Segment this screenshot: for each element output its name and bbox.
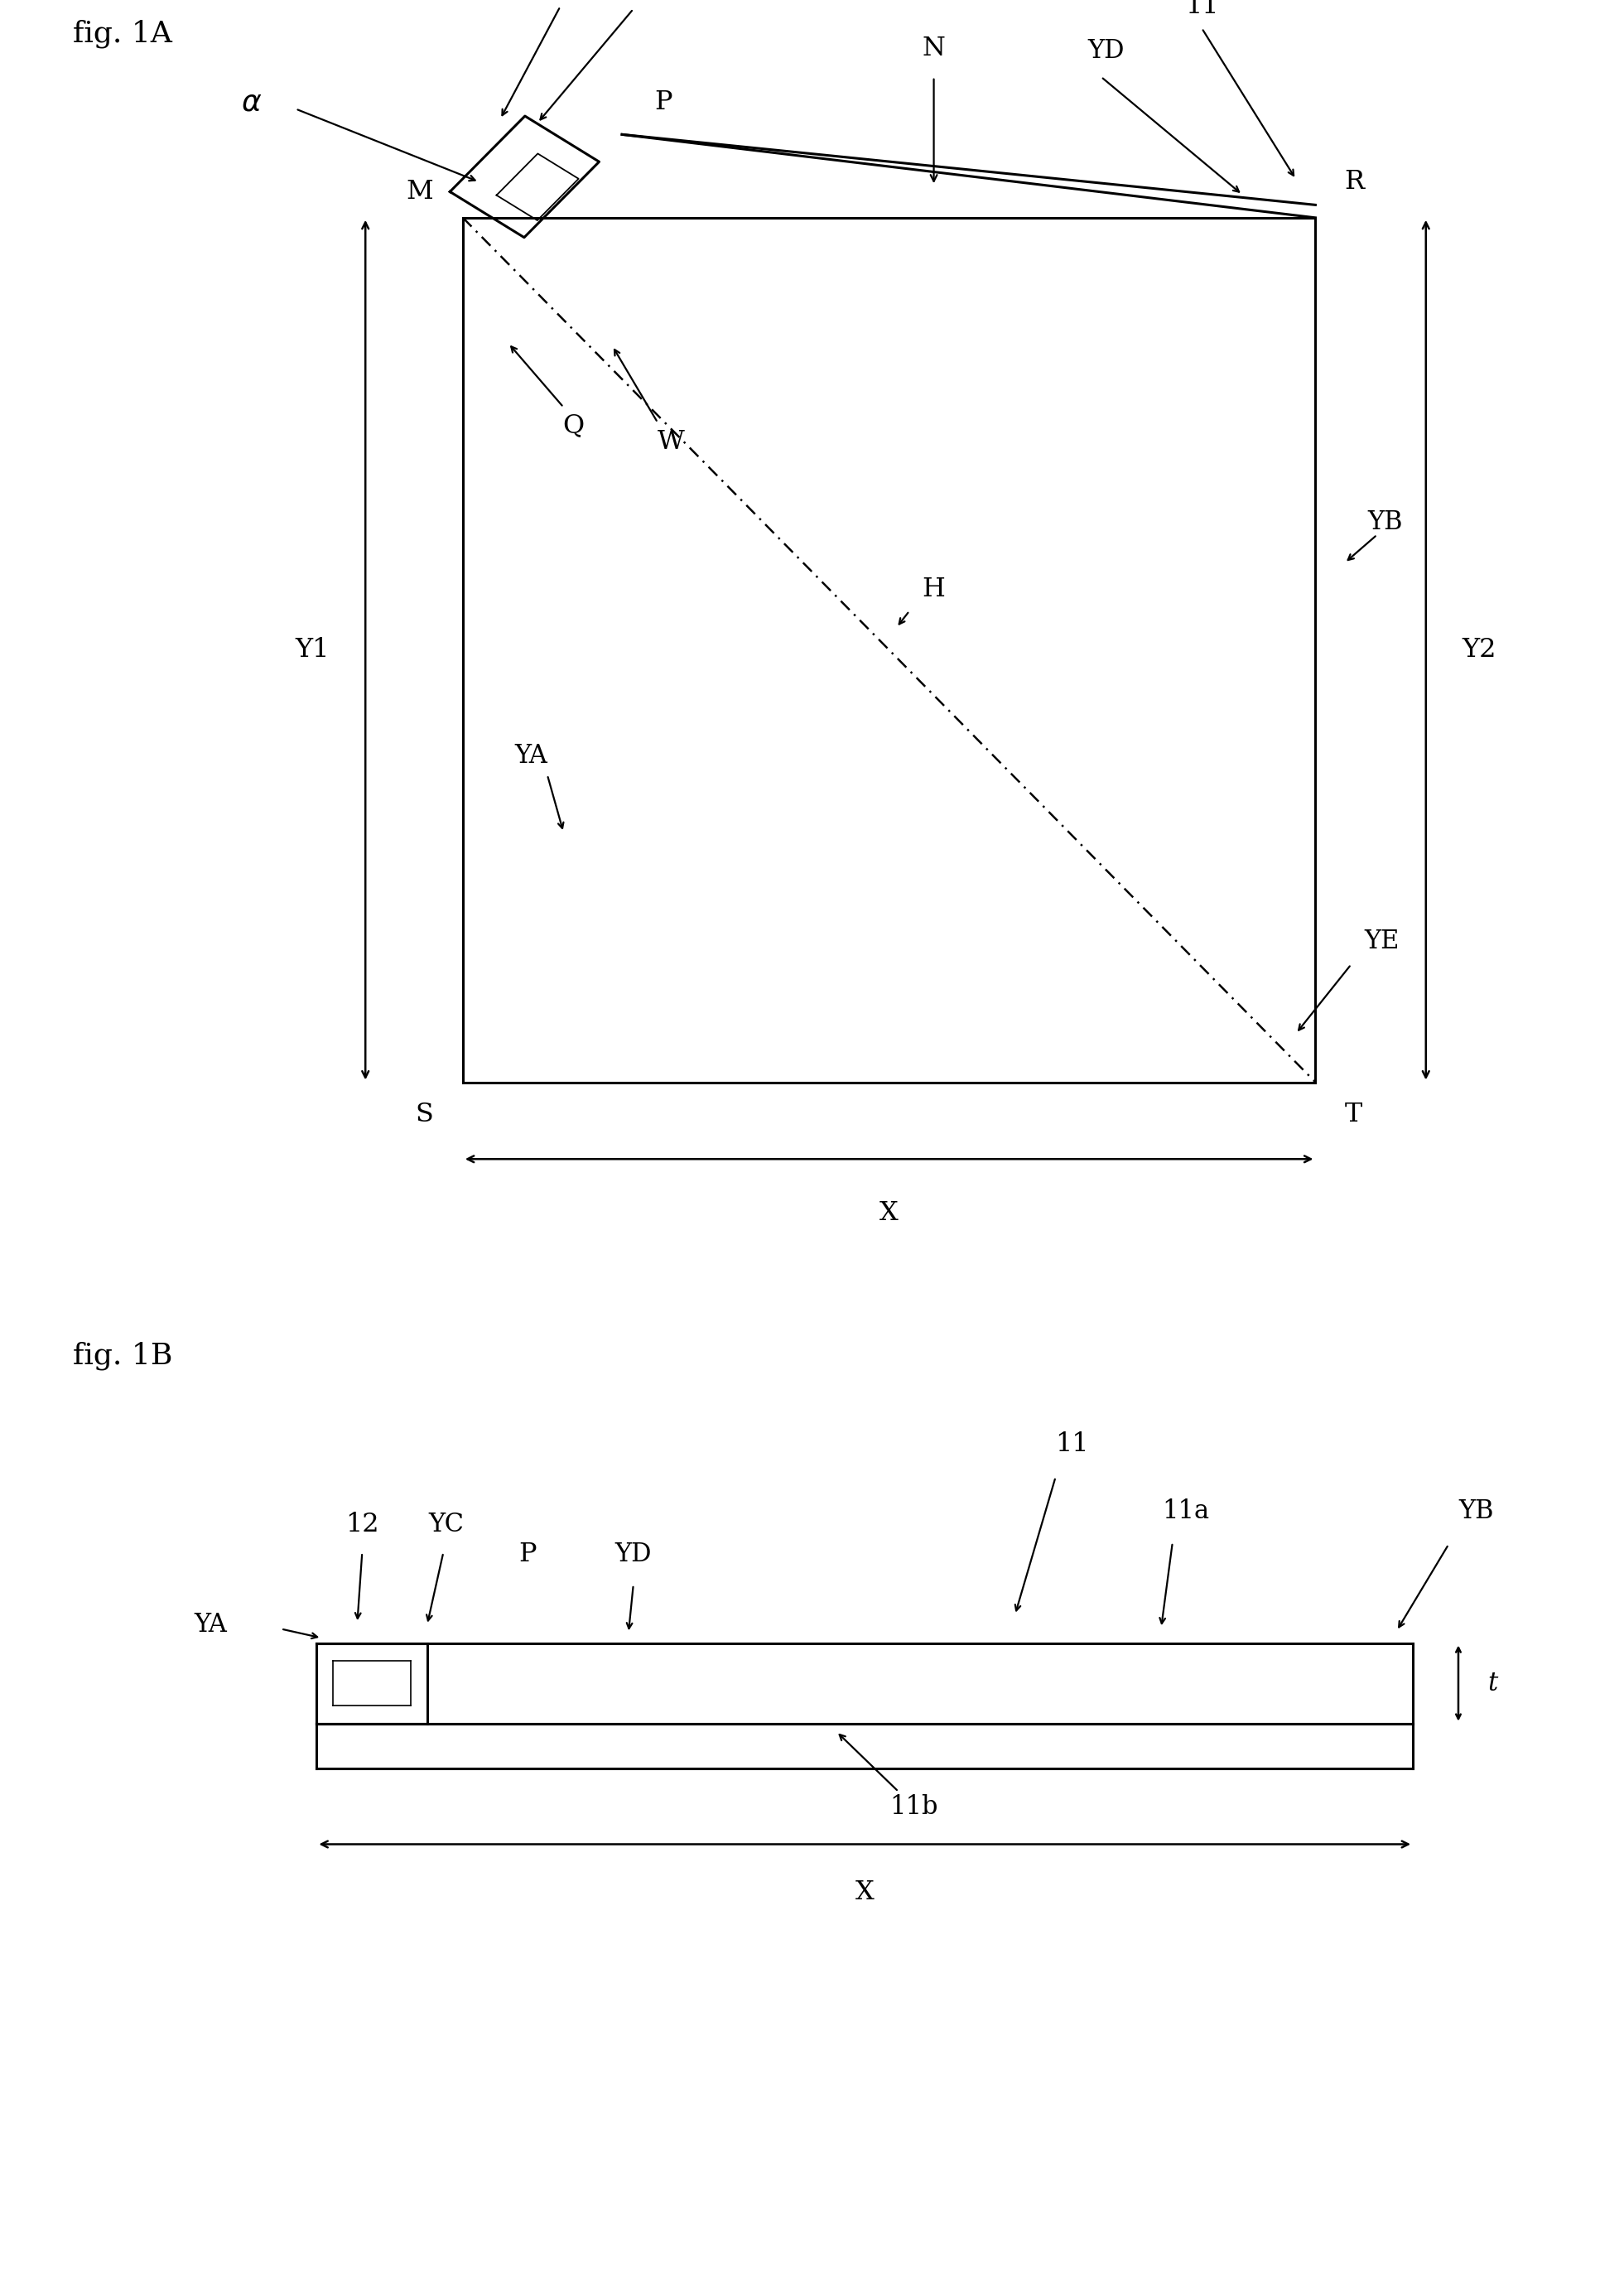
Text: 11b: 11b xyxy=(840,1734,939,1820)
Text: YC: YC xyxy=(429,1512,464,1537)
Text: YC: YC xyxy=(622,0,658,2)
Text: 11a: 11a xyxy=(1161,1498,1210,1523)
Text: YA: YA xyxy=(515,743,547,768)
Text: H: H xyxy=(922,576,945,601)
Text: Y2: Y2 xyxy=(1462,638,1496,663)
Text: $\alpha$: $\alpha$ xyxy=(242,89,261,117)
Text: Y1: Y1 xyxy=(296,638,330,663)
Text: P: P xyxy=(654,89,672,114)
Text: S: S xyxy=(416,1102,434,1127)
Text: YD: YD xyxy=(1088,39,1125,64)
Text: fig. 1B: fig. 1B xyxy=(73,1340,172,1370)
Text: fig. 1A: fig. 1A xyxy=(73,18,172,48)
Text: YE: YE xyxy=(1364,929,1400,954)
Text: X: X xyxy=(880,1201,898,1226)
Text: 12: 12 xyxy=(346,1512,378,1537)
Text: R: R xyxy=(1345,169,1364,194)
Text: W: W xyxy=(658,430,684,455)
Text: YB: YB xyxy=(1458,1498,1494,1523)
Text: Q: Q xyxy=(562,412,585,439)
Text: M: M xyxy=(406,178,434,206)
Text: P: P xyxy=(520,1541,536,1567)
Text: X: X xyxy=(856,1880,874,1905)
Text: YB: YB xyxy=(1367,510,1403,535)
Text: YD: YD xyxy=(615,1541,651,1567)
Text: 11: 11 xyxy=(1056,1432,1088,1457)
Text: T: T xyxy=(1345,1102,1363,1127)
Text: t: t xyxy=(1488,1670,1497,1697)
Text: 11: 11 xyxy=(1186,0,1220,18)
Text: YA: YA xyxy=(195,1612,227,1637)
Text: N: N xyxy=(922,37,945,62)
